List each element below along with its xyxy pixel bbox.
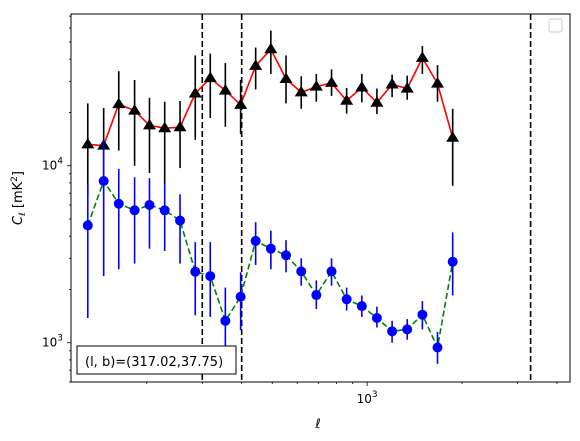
series-0-point-17 (340, 94, 354, 105)
series-0-point-9 (218, 84, 232, 95)
series-0-point-4 (142, 118, 156, 130)
series-0-point-22 (415, 51, 429, 62)
series-1-point-5 (159, 205, 170, 216)
series-1-point-6 (175, 215, 186, 226)
y-label-sup: 2 (10, 176, 20, 182)
series-0-point-24 (446, 131, 460, 142)
series-0-point-21 (400, 82, 414, 93)
series-1-point-14 (296, 266, 307, 277)
y-axis-label: Cℓ [mK2] (10, 171, 28, 225)
series-0-point-15 (309, 80, 323, 91)
series-1-point-16 (326, 266, 337, 277)
series-1-point-0 (82, 220, 93, 231)
series-1-point-1 (98, 175, 109, 186)
series-1-point-23 (432, 342, 443, 353)
series-0-point-5 (158, 121, 172, 133)
y-tick-label-0: 103 (42, 334, 63, 350)
series-0-point-14 (294, 85, 308, 97)
series-0-point-0 (81, 137, 95, 149)
series-1-point-3 (129, 205, 140, 216)
series-0-point-2 (112, 97, 126, 109)
series-0-point-6 (173, 120, 187, 132)
series-0-point-12 (264, 42, 278, 54)
series-1-point-13 (281, 250, 292, 261)
series-1-point-17 (341, 294, 352, 305)
series-0-point-18 (355, 80, 369, 92)
series-1-point-10 (235, 291, 246, 302)
series-1-point-4 (144, 200, 155, 211)
series-1-point-18 (356, 301, 367, 312)
series-1-point-7 (190, 266, 201, 277)
series-0-point-3 (128, 104, 142, 115)
series-0-point-23 (431, 77, 445, 88)
series-1-point-8 (205, 271, 216, 282)
series-1-point-9 (220, 315, 231, 326)
x-tick-label-0: 103 (357, 390, 378, 406)
plot-frame (70, 13, 571, 383)
legend-box[interactable] (548, 18, 563, 33)
series-0-point-13 (279, 72, 293, 84)
series-1-point-24 (447, 256, 458, 267)
series-0-point-11 (249, 59, 263, 70)
y-label-main: C (11, 215, 26, 225)
series-1-point-11 (250, 235, 261, 246)
series-0-point-16 (325, 76, 339, 87)
annotation-text: (l, b)=(317.02,37.75) (85, 355, 223, 370)
series-1-point-2 (113, 198, 124, 209)
y-label-end: ] (11, 171, 26, 176)
series-1-point-15 (311, 290, 322, 301)
series-1-point-19 (371, 312, 382, 323)
series-0-point-8 (203, 71, 217, 83)
series-1-point-12 (265, 243, 276, 254)
series-1-point-22 (417, 309, 428, 320)
series-0-point-10 (234, 98, 248, 109)
y-tick-label-1: 104 (42, 157, 63, 173)
series-1-point-21 (402, 324, 413, 335)
series-0-point-7 (188, 86, 202, 98)
series-0-point-20 (385, 77, 399, 89)
x-axis-label: ℓ (314, 417, 320, 432)
y-label-sub: ℓ (18, 212, 28, 217)
series-1-point-20 (387, 326, 398, 337)
annotation-box: (l, b)=(317.02,37.75) (76, 345, 237, 375)
series-0-point-19 (370, 96, 384, 107)
y-label-unit: [mK (11, 181, 26, 212)
